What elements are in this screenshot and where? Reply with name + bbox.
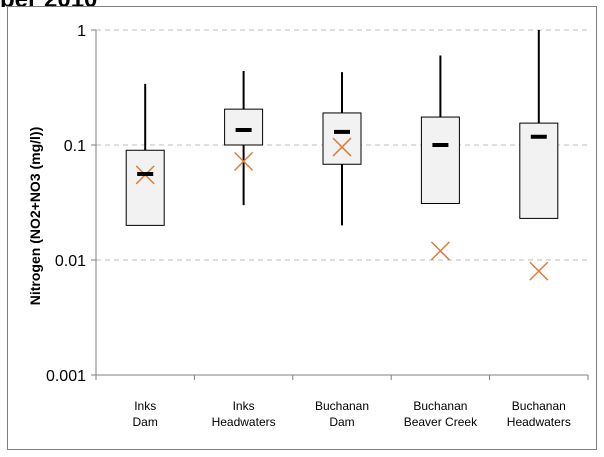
box-body: [322, 112, 362, 165]
box-5: [519, 30, 559, 281]
box-2: [224, 71, 264, 206]
mean-marker: [234, 151, 254, 171]
x-category-label: Inks Dam: [133, 399, 158, 429]
x-category-label: Buchanan Dam: [315, 399, 369, 429]
y-tick-label: 0.1: [64, 138, 86, 155]
axes: [91, 29, 589, 380]
y-tick-labels: 1 0.1 0.01 0.001: [46, 23, 86, 385]
box-4: [420, 55, 460, 261]
box-body: [519, 122, 559, 219]
mean-marker: [529, 261, 549, 281]
category-labels: Inks Dam Inks Headwaters Buchanan Dam Buchanan…: [133, 399, 571, 429]
box-3: [322, 72, 362, 226]
y-tick-label: 0.001: [46, 368, 86, 385]
box-1: [125, 83, 165, 226]
y-tick-label: 0.01: [55, 253, 86, 270]
boxes: [125, 30, 559, 281]
box-body: [125, 149, 165, 226]
y-axis-label: Nitrogen (NO2+NO3 (mg/l)): [27, 127, 43, 306]
x-category-label: Inks Headwaters: [212, 399, 276, 429]
mean-marker: [430, 241, 450, 261]
x-category-label: Buchanan Headwaters: [507, 399, 571, 429]
box-body: [224, 108, 264, 146]
mean-marker: [332, 137, 352, 157]
chart-frame: [7, 6, 597, 450]
y-tick-label: 1: [77, 23, 86, 40]
x-category-label: Buchanan Beaver Creek: [404, 399, 478, 429]
box-body: [420, 116, 460, 204]
